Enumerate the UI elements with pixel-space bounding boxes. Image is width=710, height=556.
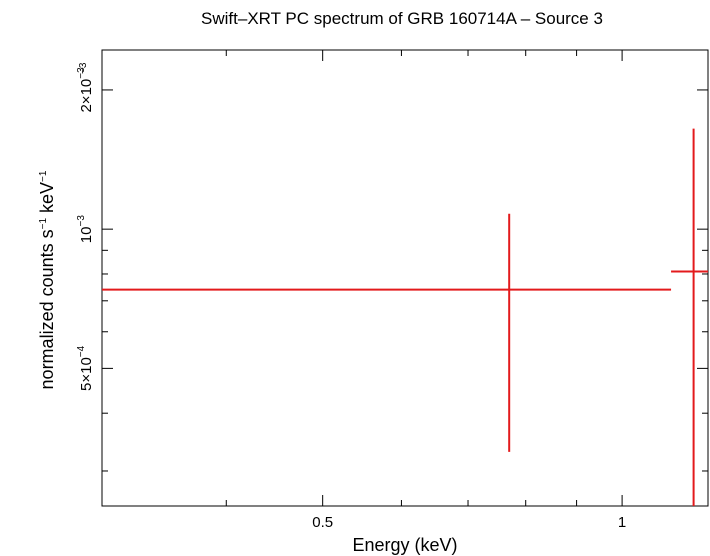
y-axis-title-base: normalized counts s bbox=[37, 229, 57, 389]
y-axis-title-exp2: −1 bbox=[38, 170, 49, 182]
y-tick-label: 5×10−4 bbox=[76, 345, 95, 391]
y-tick-label: 2×10−3 bbox=[76, 67, 95, 113]
x-axis-tick-labels: 0.5 1 bbox=[312, 514, 626, 531]
data-series bbox=[102, 128, 708, 506]
y-axis-title: normalized counts s−1 keV−1 bbox=[37, 170, 57, 389]
chart-title: Swift–XRT PC spectrum of GRB 160714A – S… bbox=[201, 9, 603, 28]
y-tick-exponent: −3 bbox=[76, 67, 87, 79]
y-axis-ticks bbox=[102, 89, 708, 472]
y-tick-mantissa: 10 bbox=[78, 227, 95, 244]
x-axis-ticks bbox=[101, 50, 623, 506]
y-tick-label: 10−3 bbox=[76, 215, 95, 244]
plot-frame bbox=[101, 49, 709, 507]
y-axis-corner-exponent: −3 bbox=[78, 62, 89, 74]
x-tick-label: 0.5 bbox=[312, 514, 333, 531]
x-tick-label: 1 bbox=[618, 514, 626, 531]
y-tick-exponent: −3 bbox=[76, 215, 87, 227]
y-axis-title-exp1: −1 bbox=[38, 218, 49, 230]
y-axis-tick-labels: 5×10−410−32×10−3 bbox=[76, 67, 95, 391]
y-tick-mantissa: 2×10 bbox=[78, 79, 95, 113]
y-tick-exponent: −4 bbox=[76, 345, 87, 357]
y-axis-title-mid: keV bbox=[37, 182, 57, 218]
x-axis-title: Energy (keV) bbox=[352, 535, 457, 555]
y-tick-mantissa: 5×10 bbox=[78, 357, 95, 391]
